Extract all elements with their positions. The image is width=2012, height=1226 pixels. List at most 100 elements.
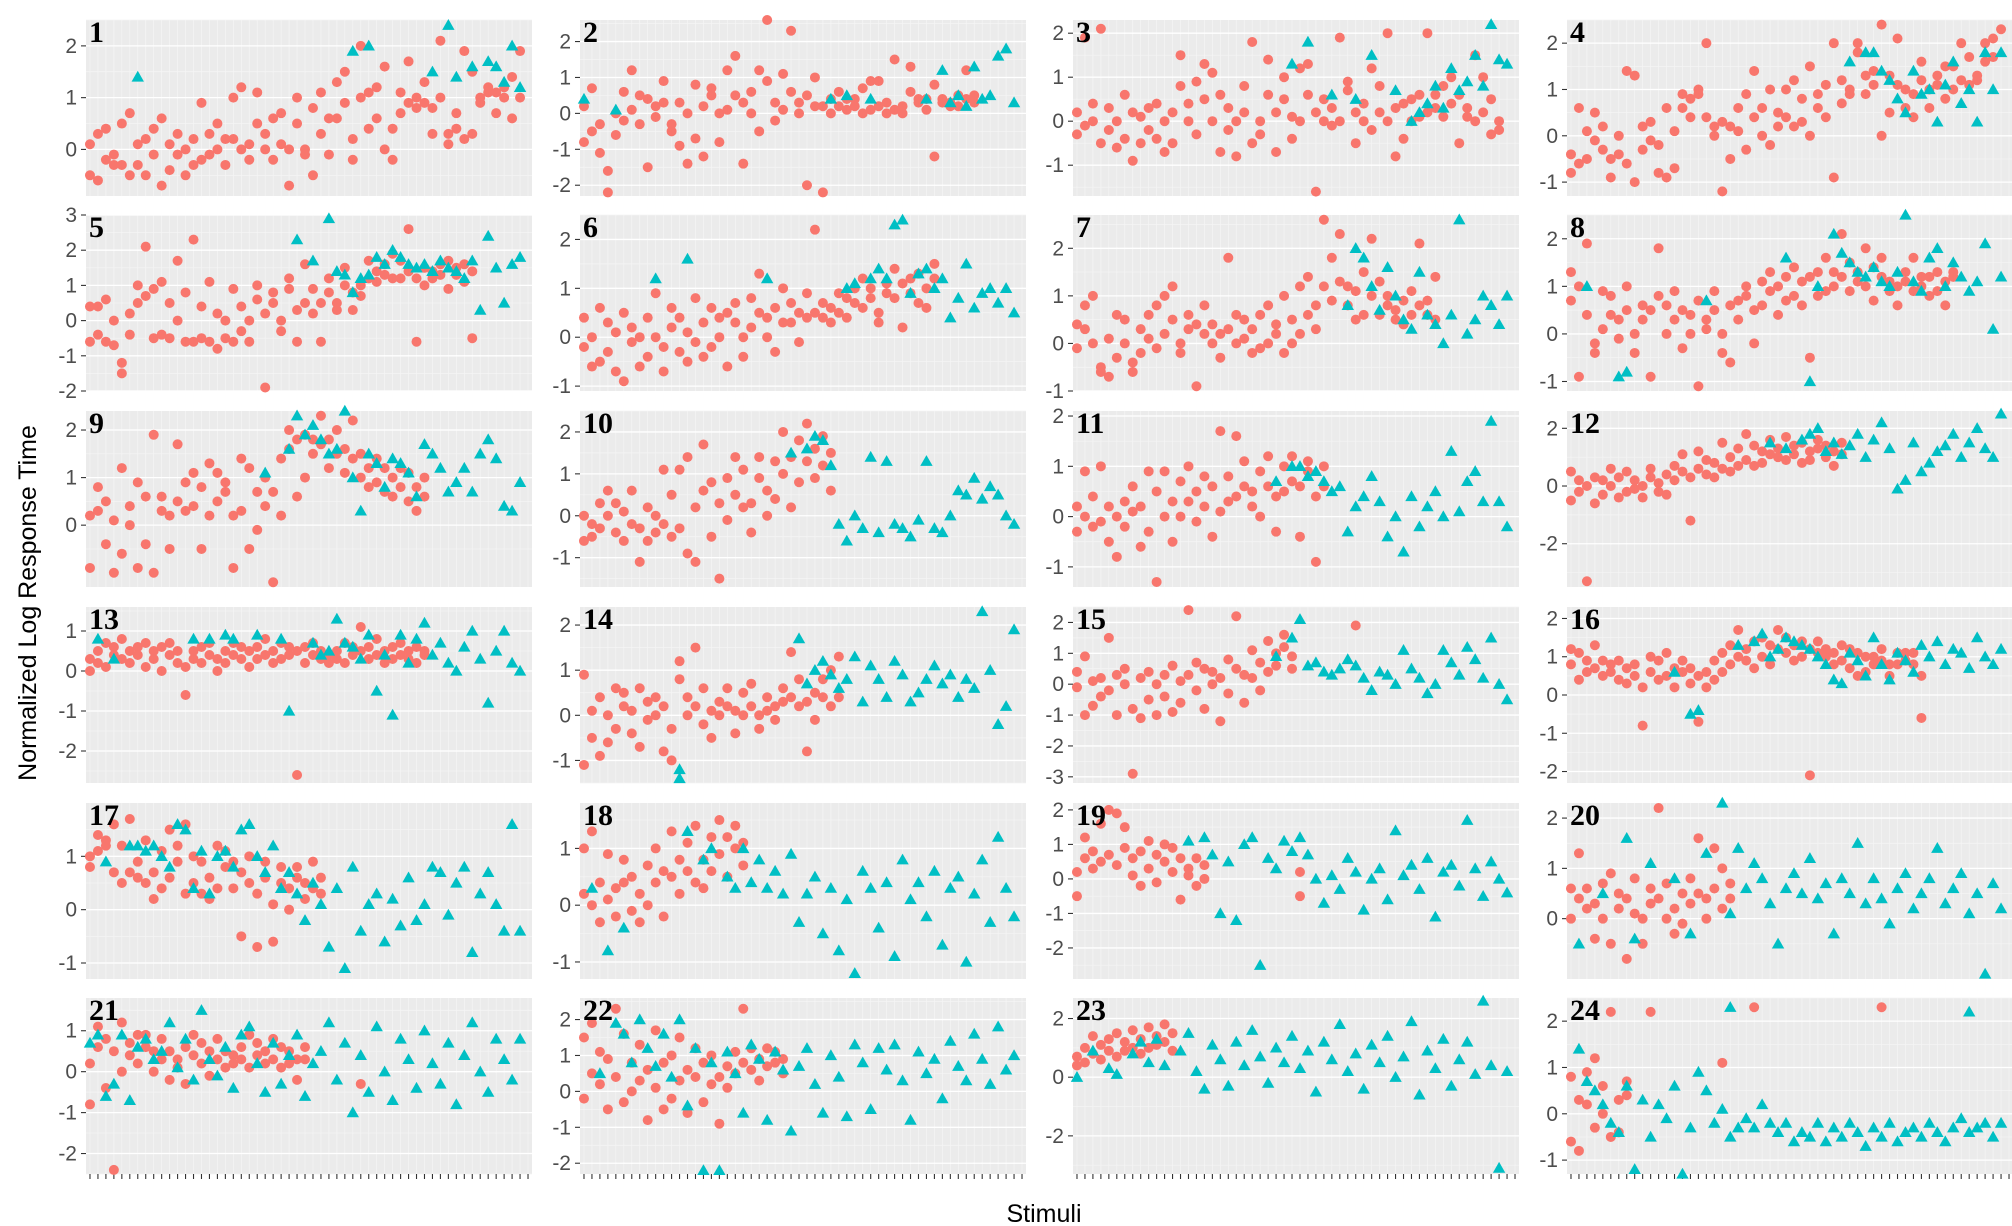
panel-number: 14 <box>583 603 613 636</box>
point-teal-triangle <box>505 818 519 829</box>
point-red-circle <box>419 646 430 656</box>
point-red-circle <box>1422 295 1433 306</box>
point-red-circle <box>1294 531 1305 542</box>
point-teal-triangle <box>1413 883 1426 894</box>
point-red-circle <box>1581 1067 1592 1078</box>
point-red-circle <box>1573 475 1584 486</box>
point-red-circle <box>746 108 757 119</box>
point-teal-triangle <box>1429 1062 1442 1074</box>
point-teal-triangle <box>1955 97 1968 109</box>
point-red-circle <box>108 867 119 878</box>
point-red-circle <box>212 308 223 319</box>
point-red-circle <box>1773 443 1784 454</box>
point-teal-triangle <box>1325 668 1339 680</box>
point-teal-triangle <box>1389 824 1402 836</box>
point-red-circle <box>1589 347 1600 358</box>
y-tick-label: 0 <box>1546 684 1558 707</box>
point-red-circle <box>626 905 637 916</box>
point-red-circle <box>778 468 789 479</box>
point-red-circle <box>1685 663 1696 674</box>
point-teal-triangle <box>1843 646 1856 658</box>
y-tick-label: 1 <box>65 467 77 490</box>
point-teal-triangle <box>139 844 152 856</box>
point-red-circle <box>1374 276 1385 287</box>
panel-number: 12 <box>1570 407 1600 440</box>
point-teal-triangle <box>1381 530 1394 542</box>
point-teal-triangle <box>481 696 495 708</box>
point-red-circle <box>363 255 374 266</box>
point-red-circle <box>1565 295 1576 306</box>
point-red-circle <box>1071 891 1082 902</box>
point-red-circle <box>1111 142 1122 153</box>
point-teal-triangle <box>171 1061 184 1073</box>
point-teal-triangle <box>1891 482 1904 494</box>
point-teal-triangle <box>960 1074 973 1086</box>
point-red-circle <box>1597 144 1608 155</box>
point-red-circle <box>1661 328 1672 339</box>
point-red-circle <box>1470 116 1481 127</box>
point-teal-triangle <box>402 871 415 883</box>
point-red-circle <box>315 128 326 139</box>
point-red-circle <box>268 936 279 947</box>
point-red-circle <box>1159 669 1170 680</box>
point-red-circle <box>1271 107 1282 118</box>
point-teal-triangle <box>386 708 399 720</box>
point-red-circle <box>1605 659 1616 670</box>
point-red-circle <box>690 502 701 513</box>
point-red-circle <box>865 76 876 87</box>
point-red-circle <box>658 746 669 757</box>
point-red-circle <box>1247 673 1258 684</box>
point-teal-triangle <box>298 1090 312 1101</box>
point-red-circle <box>84 862 95 872</box>
point-red-circle <box>1191 685 1202 696</box>
point-teal-triangle <box>1461 475 1474 487</box>
point-teal-triangle <box>824 881 838 893</box>
point-red-circle <box>1725 640 1736 651</box>
point-teal-triangle <box>1994 642 2008 654</box>
point-red-circle <box>284 283 295 294</box>
point-teal-triangle <box>442 656 455 668</box>
point-red-circle <box>491 108 502 119</box>
point-red-circle <box>212 883 223 894</box>
panel-number: 18 <box>583 799 613 832</box>
point-red-circle <box>220 862 231 872</box>
point-teal-triangle <box>1421 500 1434 512</box>
point-red-circle <box>1645 472 1656 483</box>
point-teal-triangle <box>1285 631 1299 643</box>
point-red-circle <box>1103 103 1114 113</box>
point-red-circle <box>371 477 382 488</box>
point-teal-triangle <box>760 1113 774 1125</box>
point-teal-triangle <box>1859 46 1872 58</box>
point-red-circle <box>626 485 637 496</box>
point-red-circle <box>594 147 605 158</box>
point-red-circle <box>778 68 789 79</box>
point-red-circle <box>212 1033 223 1044</box>
point-teal-triangle <box>1763 897 1777 909</box>
point-teal-triangle <box>1779 442 1793 454</box>
point-red-circle <box>1079 710 1090 721</box>
panel-background <box>1073 607 1519 783</box>
point-teal-triangle <box>1373 303 1386 315</box>
point-teal-triangle <box>1771 1126 1785 1137</box>
point-teal-triangle <box>1325 869 1339 881</box>
point-red-circle <box>801 456 812 467</box>
point-red-circle <box>586 332 597 343</box>
point-red-circle <box>1414 300 1425 311</box>
point-red-circle <box>1390 314 1401 325</box>
point-red-circle <box>1199 328 1210 339</box>
point-red-circle <box>1302 456 1313 467</box>
point-red-circle <box>1430 103 1441 113</box>
point-red-circle <box>108 819 119 830</box>
point-teal-triangle <box>346 286 360 298</box>
point-red-circle <box>156 1033 167 1044</box>
point-red-circle <box>1709 843 1720 854</box>
point-red-circle <box>961 94 972 105</box>
point-red-circle <box>1637 121 1648 132</box>
point-teal-triangle <box>633 1013 646 1025</box>
point-teal-triangle <box>1484 18 1498 30</box>
point-teal-triangle <box>1429 79 1442 91</box>
point-red-circle <box>801 418 812 429</box>
point-red-circle <box>770 714 781 725</box>
point-red-circle <box>244 878 255 888</box>
